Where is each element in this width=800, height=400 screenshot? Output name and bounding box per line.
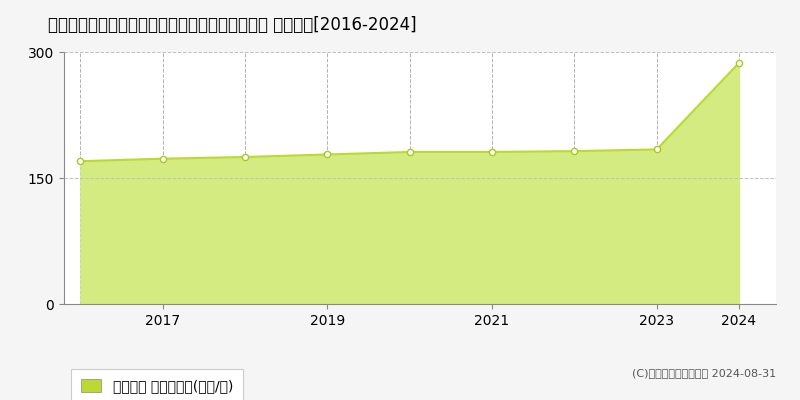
Legend: 地価公示 平均坂単価(万円/坂): 地価公示 平均坂単価(万円/坂) — [71, 370, 242, 400]
Point — [238, 154, 251, 160]
Point — [568, 148, 581, 154]
Point — [486, 149, 498, 155]
Point — [321, 151, 334, 158]
Point — [733, 60, 746, 66]
Text: (C)土地価格ドットコム 2024-08-31: (C)土地価格ドットコム 2024-08-31 — [632, 368, 776, 378]
Point — [403, 149, 416, 155]
Point — [650, 146, 663, 153]
Point — [156, 156, 169, 162]
Text: 東京都目黒区大岡山１丁目８６番１８　地価公示 地価推移[2016-2024]: 東京都目黒区大岡山１丁目８６番１８ 地価公示 地価推移[2016-2024] — [48, 16, 417, 34]
Point — [74, 158, 87, 164]
